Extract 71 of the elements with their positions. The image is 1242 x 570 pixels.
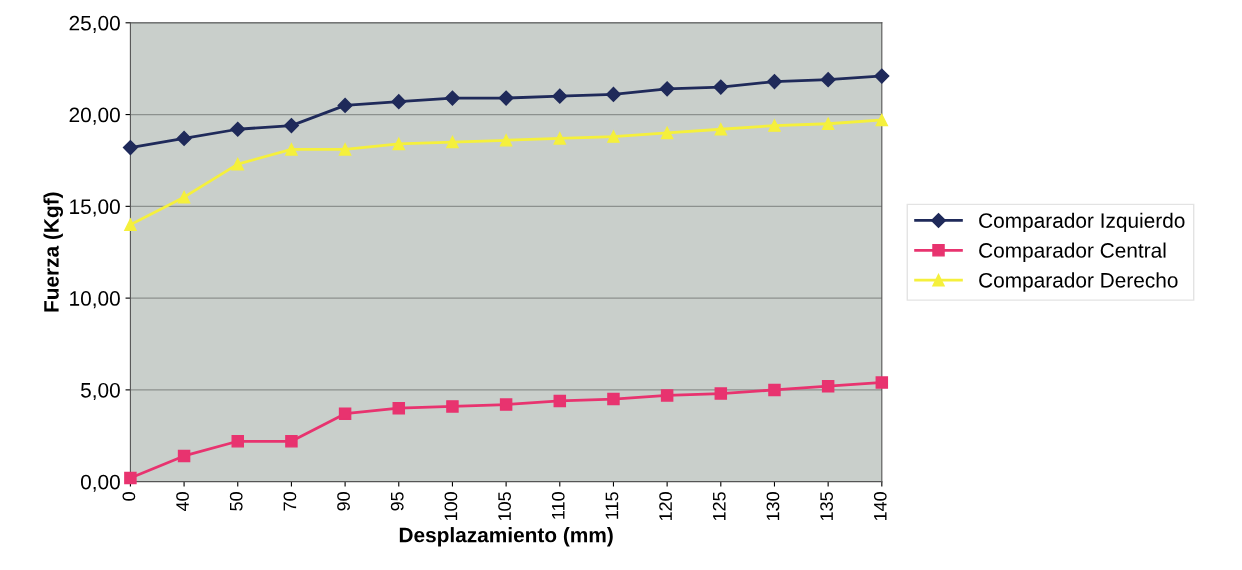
point (553, 394, 567, 408)
point (660, 126, 674, 140)
x-tick-label: 50 (229, 492, 243, 511)
point (177, 449, 191, 463)
x-tick-label: 115 (605, 492, 619, 519)
point (124, 471, 137, 485)
point (766, 73, 783, 90)
point (875, 113, 889, 127)
point (499, 134, 513, 147)
point (231, 435, 245, 448)
point (230, 121, 246, 137)
y-tick-label: 5,00 (80, 382, 120, 401)
point (391, 94, 407, 110)
point (124, 218, 137, 231)
x-tick-label: 0 (122, 492, 136, 501)
point (659, 81, 675, 97)
legend-label: Comparador Izquierdo (979, 212, 1185, 233)
point (660, 389, 674, 402)
point (820, 72, 836, 88)
x-tick-label: 130 (766, 492, 780, 521)
point (338, 407, 352, 420)
y-tick-label: 20,00 (69, 107, 120, 125)
x-tick-label: 105 (498, 492, 511, 521)
point (285, 435, 298, 448)
point (499, 398, 513, 411)
point (714, 387, 728, 400)
y-tick-label: 25,00 (69, 15, 120, 34)
point (392, 137, 406, 151)
point (231, 157, 245, 171)
point (446, 400, 459, 413)
y-tick-label: 15,00 (70, 199, 120, 217)
point (498, 90, 514, 106)
x-tick-label: 90 (337, 492, 350, 511)
point (177, 190, 191, 204)
point (176, 130, 192, 146)
x-tick-label: 100 (444, 492, 458, 521)
x-tick-label: 125 (712, 492, 726, 521)
y-tick-label: 10,00 (70, 291, 120, 309)
x-tick-label: 140 (873, 492, 887, 521)
point (874, 68, 890, 84)
point (122, 140, 138, 156)
x-tick-label: 95 (390, 492, 404, 511)
point (446, 135, 459, 149)
point (607, 130, 620, 143)
x-tick-label: 135 (820, 492, 833, 521)
point (553, 132, 567, 145)
point (714, 123, 728, 136)
y-tick-label: 0,00 (80, 474, 120, 492)
x-tick-label: 120 (659, 492, 672, 521)
y-axis-title: Fuerza (Kgf) (43, 192, 63, 312)
x-axis-title: Desplazamiento (mm) (399, 527, 613, 547)
x-tick-label: 40 (176, 492, 189, 512)
point (605, 86, 622, 102)
x-tick-label: 70 (283, 492, 297, 511)
point (768, 119, 781, 132)
point (337, 97, 353, 113)
point (285, 143, 298, 156)
point (338, 143, 352, 156)
legend-label: Comparador Central (979, 242, 1166, 262)
point (444, 90, 461, 106)
point (875, 376, 889, 389)
point (821, 117, 835, 130)
legend-label: Comparador Derecho (979, 272, 1178, 292)
point (283, 118, 299, 134)
x-tick-label: 110 (551, 492, 565, 519)
point (607, 392, 620, 406)
point (821, 379, 835, 393)
point (713, 79, 729, 95)
point (552, 88, 568, 104)
point (392, 401, 406, 415)
point (768, 383, 781, 397)
